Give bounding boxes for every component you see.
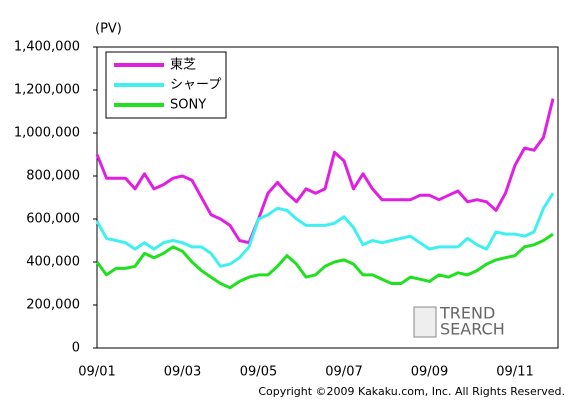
series-line: [95, 98, 555, 245]
series-line: [95, 192, 555, 268]
unit-label: (PV): [95, 22, 122, 37]
y-tick-label: 1,200,000: [14, 83, 80, 98]
logo-text: SEARCH: [440, 320, 505, 339]
logo: TREND SEARCH: [413, 304, 505, 339]
y-tick-label: 1,400,000: [14, 40, 80, 55]
x-tick-label: 09/11: [496, 365, 533, 380]
x-tick-label: 09/07: [325, 365, 362, 380]
series-line: [95, 232, 554, 290]
plot-frame: [96, 46, 559, 349]
y-tick-label: 0: [72, 341, 80, 356]
x-tick-label: 09/01: [78, 365, 115, 380]
copyright: Copyright ©2009 Kakaku.com, Inc. All Rig…: [258, 385, 565, 398]
logo-icon: [413, 306, 437, 338]
y-tick-label: 200,000: [26, 298, 80, 313]
y-tick-label: 1,000,000: [14, 126, 80, 141]
y-tick-label: 400,000: [26, 255, 80, 270]
y-tick-label: 600,000: [26, 212, 80, 227]
x-tick-label: 09/03: [164, 365, 201, 380]
y-tick-label: 800,000: [26, 169, 80, 184]
logo-text: TREND: [439, 304, 495, 323]
x-tick-label: 09/09: [411, 365, 448, 380]
legend-label: シャープ: [170, 78, 221, 93]
x-tick-label: 09/05: [240, 365, 277, 380]
legend-label: SONY: [170, 98, 206, 113]
legend-label: 東芝: [170, 57, 196, 73]
